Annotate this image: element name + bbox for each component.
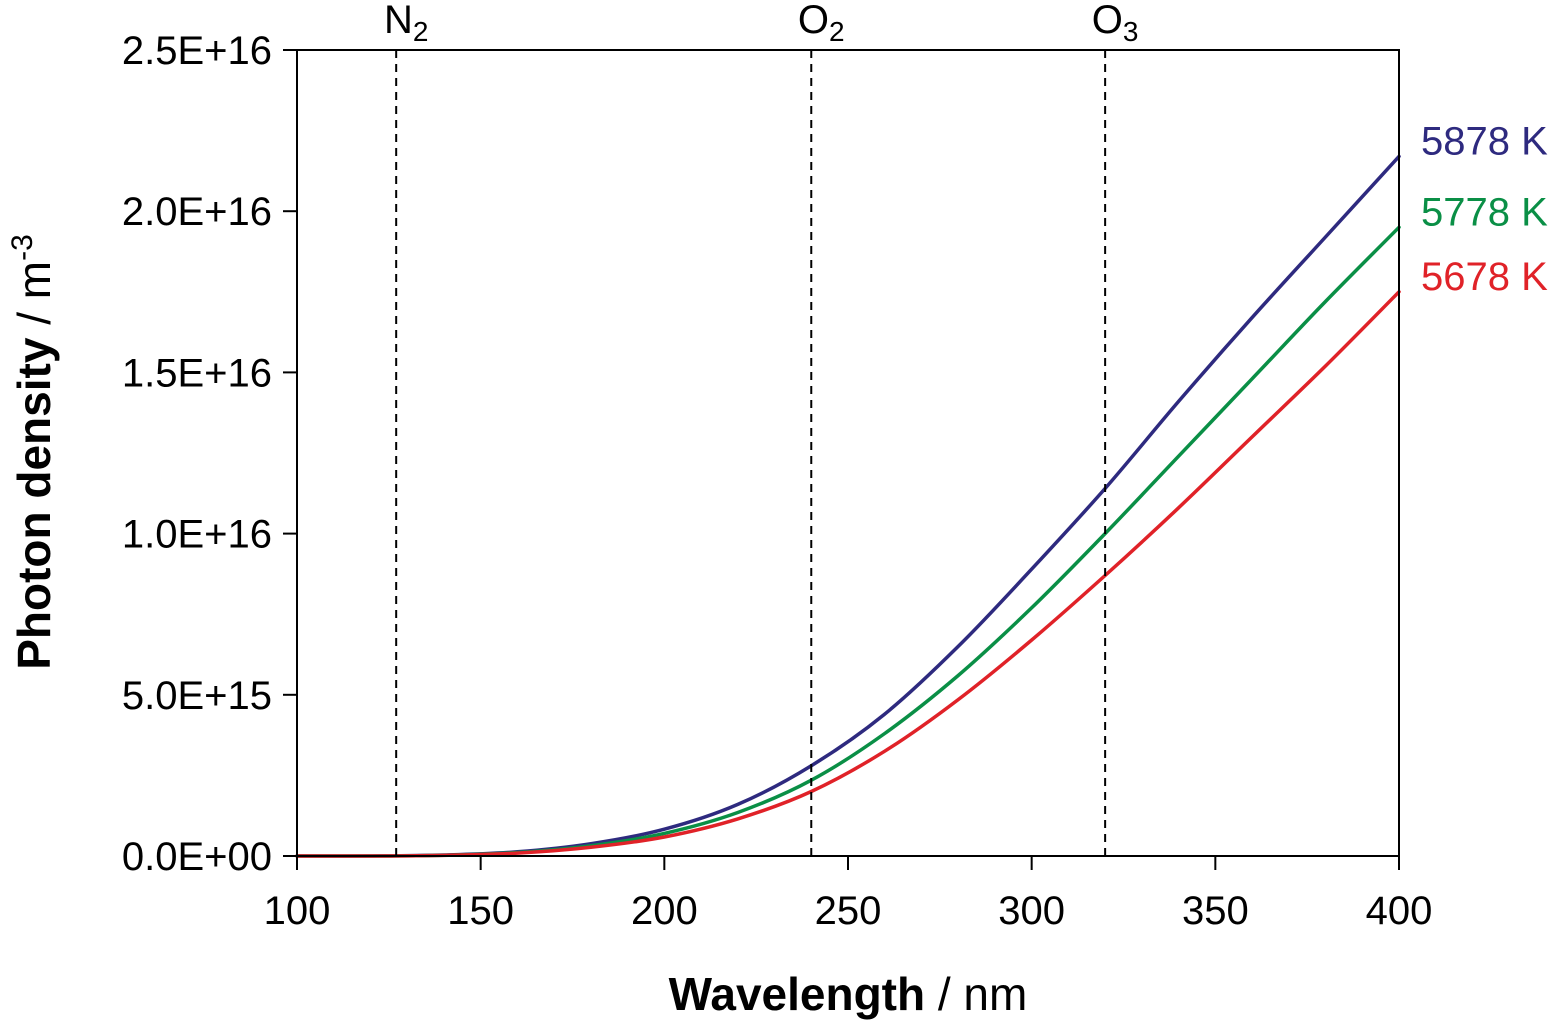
x-axis-label-bold: Wavelength	[669, 968, 925, 1020]
reference-line-label: O2	[798, 0, 845, 47]
series-line-5678-k	[295, 290, 1401, 858]
y-tick-label: 1.0E+16	[122, 513, 272, 557]
series-lines	[295, 154, 1401, 858]
series-label: 5778 K	[1421, 190, 1548, 234]
y-tick-label: 0.0E+00	[122, 835, 272, 879]
x-tick-label: 200	[631, 889, 698, 933]
y-tick-label: 2.5E+16	[122, 29, 272, 73]
x-axis-label-unit: / nm	[925, 968, 1027, 1020]
axis-ticks: 100 150 200 250 300 350 400 0.0E+00 5.0E+15 1.0E+…	[122, 29, 1433, 933]
reference-line-subscript: 2	[829, 16, 845, 47]
reference-line-subscript: 2	[413, 16, 429, 47]
reference-line-label: O3	[1092, 0, 1139, 47]
series-line-5878-k	[295, 154, 1401, 858]
y-tick-label: 5.0E+15	[122, 674, 272, 718]
reference-line-species: O	[798, 0, 829, 42]
reference-line-subscript: 3	[1123, 16, 1139, 47]
x-tick-label: 400	[1366, 889, 1433, 933]
y-axis-label-unit: / m	[8, 261, 60, 338]
x-tick-label: 250	[815, 889, 882, 933]
x-tick-label: 300	[998, 889, 1065, 933]
x-axis-label: Wavelength / nm	[669, 968, 1028, 1020]
y-tick-label: 2.0E+16	[122, 190, 272, 234]
y-axis-label-bold: Photon density	[8, 337, 60, 670]
series-label: 5878 K	[1421, 119, 1548, 163]
series-label: 5678 K	[1421, 255, 1548, 299]
reference-line-label: N2	[384, 0, 428, 47]
reference-line-species: O	[1092, 0, 1123, 42]
x-tick-label: 100	[264, 889, 331, 933]
reference-line-species: N	[384, 0, 413, 42]
series-line-5778-k	[295, 225, 1401, 858]
x-tick-label: 350	[1182, 889, 1249, 933]
series-labels: 5878 K 5778 K 5678 K	[1421, 119, 1548, 298]
x-tick-label: 150	[447, 889, 514, 933]
y-axis-label-exponent: -3	[6, 234, 39, 261]
y-tick-label: 1.5E+16	[122, 351, 272, 395]
y-axis-label: Photon density / m-3	[6, 234, 60, 670]
reference-lines: N2 O2 O3	[384, 0, 1139, 856]
